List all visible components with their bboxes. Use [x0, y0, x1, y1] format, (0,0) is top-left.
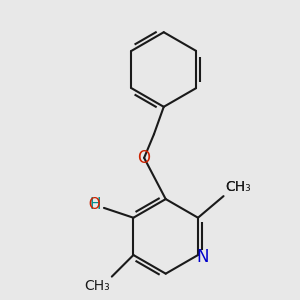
Text: N: N	[196, 248, 209, 266]
Text: CH₃: CH₃	[226, 180, 251, 194]
Text: O: O	[138, 149, 151, 167]
Text: CH₃: CH₃	[84, 279, 110, 292]
Text: H: H	[89, 197, 101, 212]
Text: O: O	[79, 197, 101, 212]
Text: CH: CH	[226, 180, 246, 194]
